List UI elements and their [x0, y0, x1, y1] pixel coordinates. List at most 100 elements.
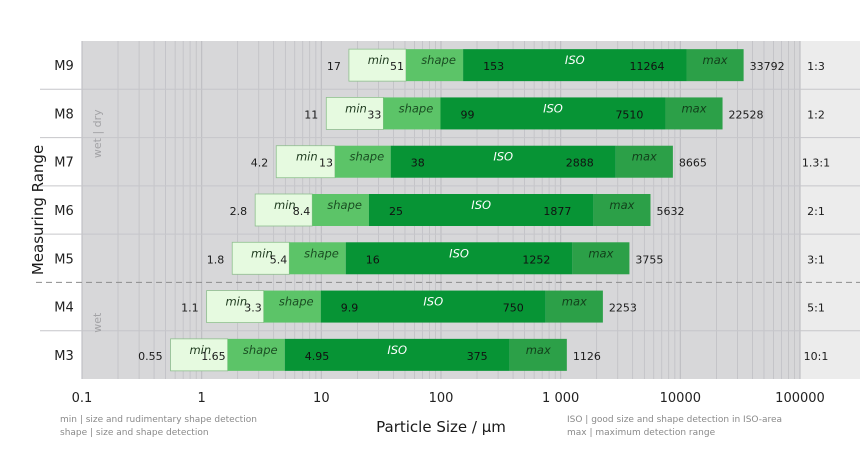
- value-label-iso-end: 11264: [630, 60, 665, 73]
- bar-segment-iso: [320, 290, 546, 323]
- bar-segment-min: [275, 145, 336, 179]
- value-label-max: 8665: [679, 157, 707, 170]
- group-label-wet: wet: [91, 312, 104, 333]
- bar-segment-max: [615, 145, 673, 178]
- bar-segment-max: [572, 242, 630, 275]
- bar-segment-shape: [334, 145, 391, 178]
- value-label-shape: 1.65: [201, 350, 226, 363]
- value-label-iso-end: 2888: [566, 157, 594, 170]
- value-label-shape: 5.4: [270, 253, 288, 266]
- value-label-min: 1.8: [207, 253, 225, 266]
- x-tick-label: 10000: [660, 391, 701, 406]
- segment-label-iso: ISO: [387, 343, 407, 357]
- segment-label-min: min: [225, 295, 247, 309]
- value-label-min: 2.8: [230, 205, 248, 218]
- ratio-label: 10:1: [804, 350, 829, 363]
- value-label-iso-start: 99: [460, 108, 474, 121]
- bar-segment-min: [254, 193, 313, 227]
- bar-segment-min: [348, 48, 407, 82]
- value-label-max: 22528: [729, 108, 764, 121]
- bar-segment-iso: [463, 49, 687, 82]
- bar-segment-iso: [368, 194, 594, 226]
- value-label-min: 1.1: [181, 302, 199, 315]
- segment-label-shape: shape: [327, 198, 362, 212]
- value-label-iso-end: 1252: [522, 253, 550, 266]
- segment-label-shape: shape: [243, 343, 278, 357]
- value-label-shape: 33: [367, 108, 381, 121]
- segment-label-iso: ISO: [423, 295, 443, 309]
- segment-label-iso: ISO: [565, 53, 585, 67]
- segment-label-max: max: [681, 101, 706, 115]
- footnote-shape: shape | size and shape detection: [60, 428, 209, 438]
- value-label-max: 1126: [573, 350, 601, 363]
- value-label-iso-start: 16: [366, 253, 380, 266]
- segment-label-iso: ISO: [493, 150, 513, 164]
- segment-label-shape: shape: [304, 246, 339, 260]
- value-label-min: 17: [327, 60, 341, 73]
- value-label-iso-end: 1877: [543, 205, 571, 218]
- value-label-iso-start: 9.9: [341, 302, 359, 315]
- bar-segment-shape: [406, 49, 464, 82]
- x-tick-label: 0.1: [72, 391, 93, 406]
- value-label-max: 2253: [609, 302, 637, 315]
- row-label-m7: M7: [54, 156, 74, 171]
- value-label-iso-end: 375: [467, 350, 488, 363]
- row-label-m8: M8: [54, 107, 74, 122]
- row-label-m5: M5: [54, 252, 74, 267]
- segment-label-shape: shape: [399, 101, 434, 115]
- value-label-min: 4.2: [251, 157, 269, 170]
- bar-segment-min: [206, 290, 265, 323]
- x-tick-label: 100000: [775, 391, 825, 406]
- bar-segment-min: [325, 97, 384, 130]
- value-label-iso-start: 38: [411, 157, 425, 170]
- value-label-min: 0.55: [138, 350, 163, 363]
- value-label-iso-start: 4.95: [305, 350, 330, 363]
- segment-label-min: min: [189, 343, 211, 357]
- segment-label-shape: shape: [349, 150, 384, 164]
- y-axis-title: Measuring Range: [29, 145, 47, 275]
- segment-label-iso: ISO: [471, 198, 491, 212]
- value-label-max: 33792: [750, 60, 785, 73]
- row-label-m6: M6: [54, 204, 74, 219]
- footnotes-left: min | size and rudimentary shape detecti…: [60, 414, 257, 440]
- value-label-shape: 3.3: [244, 302, 262, 315]
- bar-segment-max: [509, 338, 567, 371]
- bar-segment-max: [665, 97, 723, 130]
- value-label-iso-start: 153: [483, 60, 504, 73]
- bar-segment-iso: [345, 242, 573, 275]
- bar-segment-shape: [312, 194, 369, 226]
- footnote-iso: ISO | good size and shape detection in I…: [567, 415, 783, 425]
- segment-label-min: min: [274, 198, 296, 212]
- value-label-shape: 51: [390, 60, 404, 73]
- segment-label-min: min: [251, 246, 273, 260]
- footnote-max: max | maximum detection range: [567, 428, 716, 438]
- footnote-min: min | size and rudimentary shape detecti…: [60, 415, 257, 425]
- bar-segment-max: [545, 290, 603, 323]
- value-label-iso-end: 750: [503, 302, 524, 315]
- ratio-column-background: [800, 41, 860, 379]
- segment-label-max: max: [609, 198, 634, 212]
- segment-label-max: max: [526, 343, 551, 357]
- value-label-shape: 13: [319, 157, 333, 170]
- ratio-label: 1.3:1: [802, 157, 830, 170]
- value-label-min: 11: [304, 108, 318, 121]
- ratio-label: 3:1: [807, 253, 825, 266]
- bar-segment-shape: [289, 242, 346, 275]
- row-label-m9: M9: [54, 59, 74, 74]
- segment-label-shape: shape: [421, 53, 456, 67]
- segment-label-max: max: [588, 246, 613, 260]
- ratio-label: 5:1: [807, 302, 825, 315]
- group-label-wet-dry: wet | dry: [91, 109, 104, 158]
- value-label-iso-end: 7510: [615, 108, 643, 121]
- ratio-label: 1:2: [807, 108, 825, 121]
- ratio-label: 2:1: [807, 205, 825, 218]
- footnotes-right: ISO | good size and shape detection in I…: [567, 414, 782, 440]
- value-label-shape: 8.4: [293, 205, 311, 218]
- segment-label-iso: ISO: [543, 101, 563, 115]
- segment-label-min: min: [368, 53, 390, 67]
- bar-segment-max: [593, 194, 651, 226]
- ratio-label: 1:3: [807, 60, 825, 73]
- value-label-max: 5632: [656, 205, 684, 218]
- segment-label-min: min: [345, 101, 367, 115]
